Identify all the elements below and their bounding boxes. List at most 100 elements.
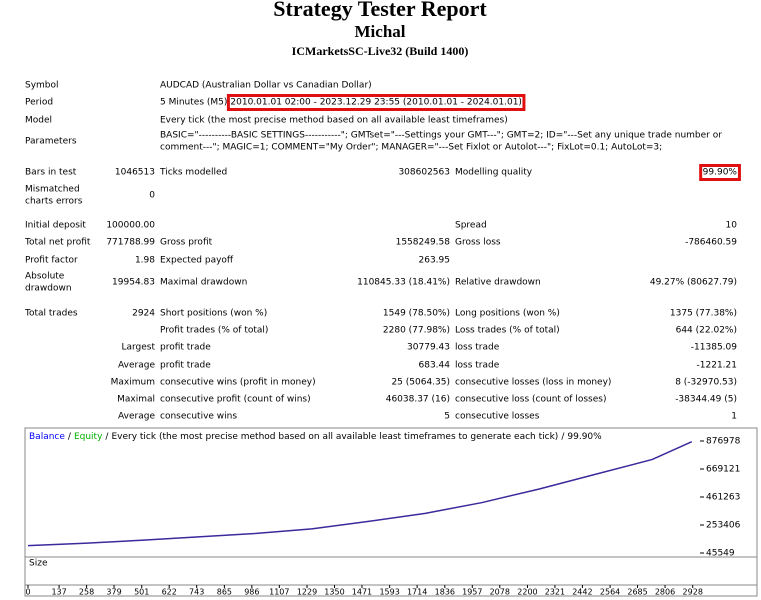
cell: Relative drawdown bbox=[455, 278, 541, 288]
cell: 46038.37 (16) bbox=[386, 395, 450, 405]
x-tick-label: 379 bbox=[106, 588, 121, 597]
cell: Gross loss bbox=[455, 238, 501, 248]
y-tick-label: 253406 bbox=[706, 521, 741, 531]
cell-line: BASIC="----------BASIC SETTINGS---------… bbox=[160, 131, 722, 141]
cell: Average bbox=[118, 361, 155, 371]
cell: Maximum bbox=[111, 378, 155, 388]
cell: profit trade bbox=[160, 361, 211, 371]
x-tick-label: 501 bbox=[134, 588, 149, 597]
legend-entry: 99.90% bbox=[567, 432, 602, 442]
cell: Average bbox=[118, 412, 155, 422]
cell: profit trade bbox=[160, 343, 211, 353]
legend-entry: Balance bbox=[29, 432, 65, 442]
server: ICMarketsSC-Live32 (Build 1400) bbox=[292, 44, 469, 58]
cell: 110845.33 (18.41%) bbox=[357, 278, 450, 288]
cell: consecutive losses bbox=[455, 412, 540, 422]
cell: 1.98 bbox=[135, 256, 155, 266]
chart-frame bbox=[24, 427, 758, 597]
cell: 30779.43 bbox=[407, 343, 450, 353]
cell: 308602563 bbox=[398, 168, 450, 178]
cell: 19954.83 bbox=[112, 278, 155, 288]
y-tick-label: 876978 bbox=[706, 437, 741, 447]
cell-line: Mismatched bbox=[25, 185, 80, 195]
cell-line: comment---"; MAGIC=1; COMMENT="My Order"… bbox=[160, 143, 662, 153]
highlight-box bbox=[699, 164, 741, 181]
cell: 2010.01.01 02:00 - 2023.12.29 23:55 (201… bbox=[230, 98, 522, 108]
x-tick-label: 1471 bbox=[352, 588, 372, 597]
x-tick-label: 865 bbox=[217, 588, 232, 597]
legend-separator: / bbox=[105, 432, 109, 442]
cell: 1375 (77.38%) bbox=[670, 309, 737, 319]
x-tick-label: 2564 bbox=[600, 588, 620, 597]
x-tick-label: 2806 bbox=[655, 588, 675, 597]
cell: -1221.21 bbox=[697, 361, 737, 371]
cell: Modelling quality bbox=[455, 168, 533, 178]
cell: 1549 (78.50%) bbox=[383, 309, 450, 319]
cell: 644 (22.02%) bbox=[676, 326, 737, 336]
cell: Model bbox=[25, 116, 52, 126]
cell: Profit trades (% of total) bbox=[160, 326, 268, 336]
x-tick-label: 2078 bbox=[490, 588, 510, 597]
highlight-box bbox=[226, 94, 526, 111]
cell: Gross profit bbox=[160, 238, 213, 248]
cell: 771788.99 bbox=[106, 238, 155, 248]
cell: consecutive profit (count of wins) bbox=[160, 395, 311, 405]
cell-line: Absolute bbox=[25, 272, 65, 282]
legend-entry: Equity bbox=[74, 432, 103, 442]
cell: Ticks modelled bbox=[159, 168, 227, 178]
x-tick-label: 258 bbox=[79, 588, 94, 597]
x-tick-label: 2321 bbox=[545, 588, 565, 597]
cell: -11385.09 bbox=[691, 343, 737, 353]
cell: loss trade bbox=[455, 361, 500, 371]
cell: Total trades bbox=[24, 309, 78, 319]
cell: -38344.49 (5) bbox=[675, 395, 737, 405]
cell: 263.95 bbox=[419, 256, 451, 266]
x-tick-label: 1229 bbox=[297, 588, 317, 597]
cell: Parameters bbox=[25, 137, 77, 147]
cell: Largest bbox=[121, 343, 155, 353]
cell: Maximal drawdown bbox=[160, 278, 247, 288]
x-tick-label: 1350 bbox=[324, 588, 344, 597]
cell: Long positions (won %) bbox=[455, 309, 560, 319]
cell: Maximal bbox=[117, 395, 155, 405]
x-tick-label: 2928 bbox=[683, 588, 703, 597]
y-tick-label: 461263 bbox=[706, 493, 740, 503]
cell: Profit factor bbox=[25, 256, 78, 266]
cell: 99.90% bbox=[703, 168, 738, 178]
legend-entry: Every tick (the most precise method base… bbox=[111, 432, 558, 442]
y-tick-label: 45549 bbox=[706, 549, 735, 559]
cell: 683.44 bbox=[419, 361, 451, 371]
x-tick-label: 1957 bbox=[462, 588, 482, 597]
cell: 5 bbox=[444, 412, 450, 422]
cell: AUDCAD (Australian Dollar vs Canadian Do… bbox=[160, 81, 372, 91]
cell: Symbol bbox=[25, 81, 59, 91]
cell: 2280 (77.98%) bbox=[383, 326, 450, 336]
title: Strategy Tester Report bbox=[273, 0, 487, 21]
cell: 49.27% (80627.79) bbox=[650, 278, 737, 288]
cell: Initial deposit bbox=[25, 221, 86, 231]
cell: 25 (5064.35) bbox=[391, 378, 450, 388]
x-tick-label: 2685 bbox=[627, 588, 647, 597]
cell: 8 (-32970.53) bbox=[675, 378, 737, 388]
cell: 0 bbox=[149, 191, 155, 201]
x-tick-label: 622 bbox=[162, 588, 177, 597]
x-tick-label: 2200 bbox=[517, 588, 537, 597]
x-tick-label: 1714 bbox=[407, 588, 427, 597]
x-tick-label: 743 bbox=[189, 588, 204, 597]
y-tick-label: 669121 bbox=[706, 465, 740, 475]
x-tick-label: 986 bbox=[244, 588, 259, 597]
x-tick-label: 1107 bbox=[269, 588, 289, 597]
cell: 1558249.58 bbox=[396, 238, 451, 248]
cell: 100000.00 bbox=[106, 221, 155, 231]
x-tick-label: 137 bbox=[51, 588, 66, 597]
cell: Loss trades (% of total) bbox=[455, 326, 560, 336]
cell: -786460.59 bbox=[685, 238, 737, 248]
cell: consecutive losses (loss in money) bbox=[455, 378, 611, 388]
cell: Expected payoff bbox=[160, 256, 234, 266]
cell: 5 Minutes (M5) bbox=[160, 98, 227, 108]
cell: Spread bbox=[455, 221, 487, 231]
cell-line: drawdown bbox=[25, 284, 72, 294]
x-tick-label: 0 bbox=[25, 588, 30, 597]
legend: Balance / Equity / Every tick (the most prec… bbox=[29, 432, 602, 442]
